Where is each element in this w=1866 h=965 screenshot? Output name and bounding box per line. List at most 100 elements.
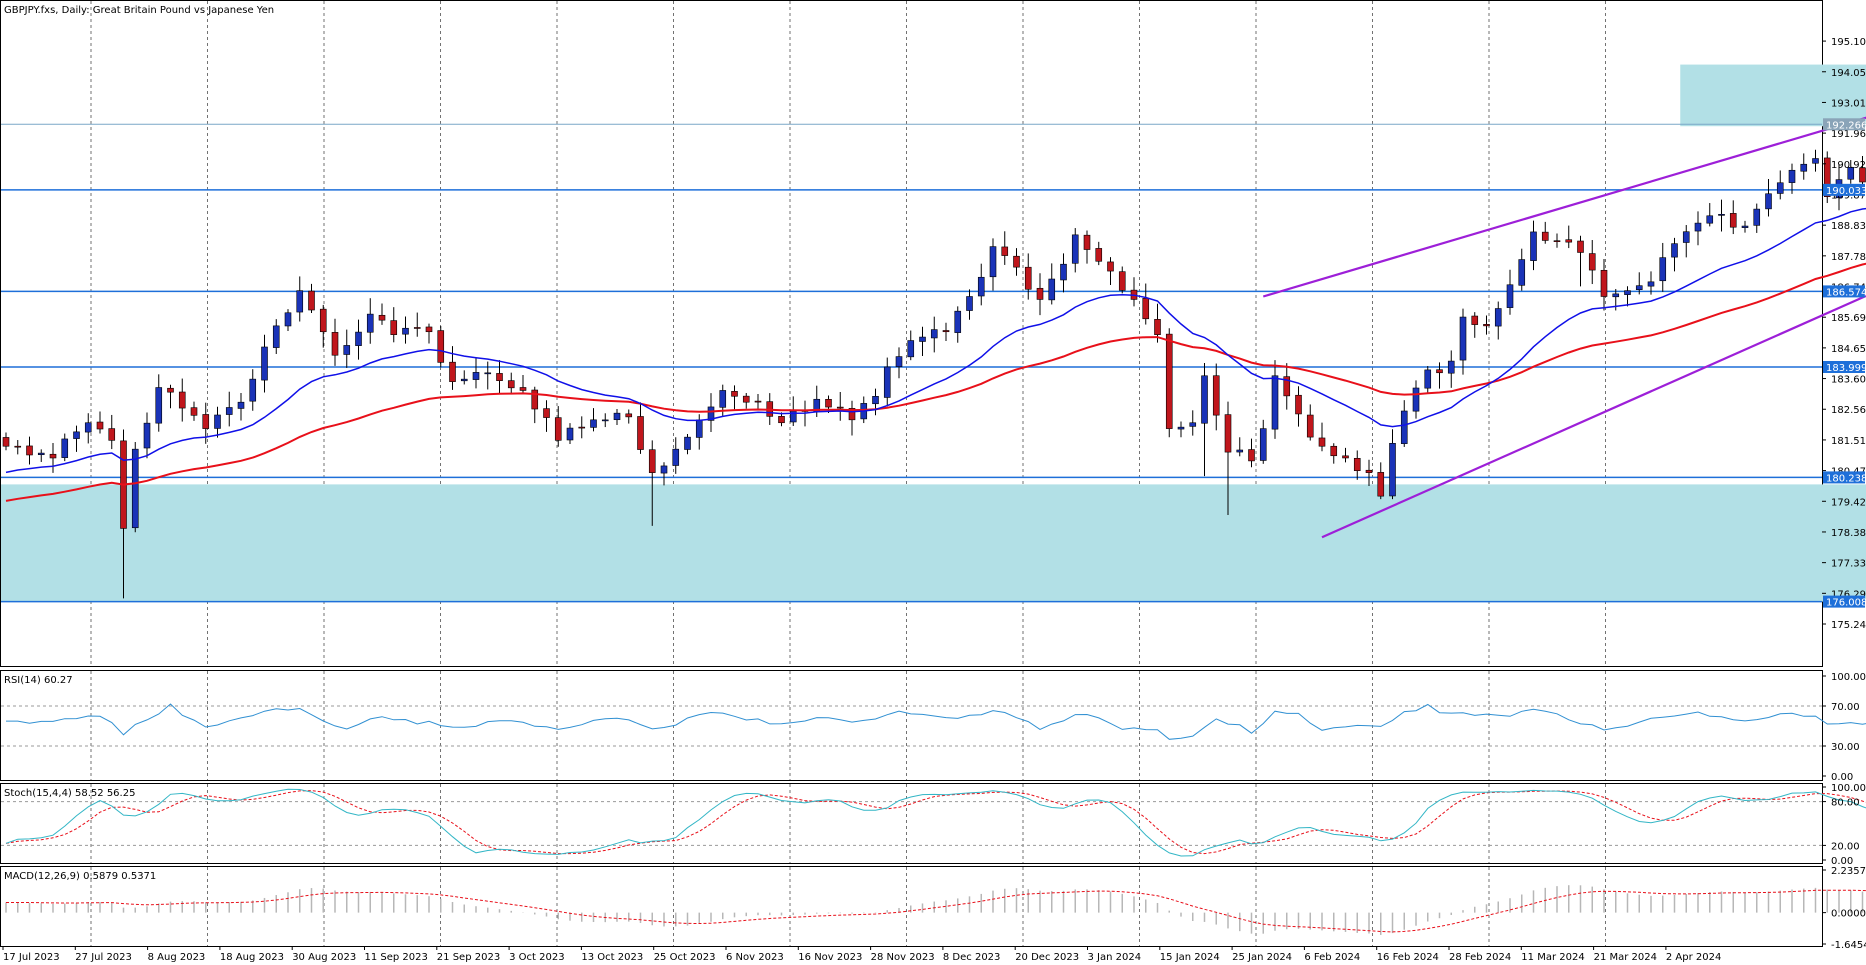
candle-body [1036, 287, 1044, 300]
candle [1506, 269, 1514, 315]
candle-body [1165, 333, 1173, 429]
candle [1295, 386, 1302, 427]
candle-body [1177, 426, 1185, 430]
candle-body [2, 437, 10, 447]
candle-body [1588, 253, 1596, 271]
candle-body [977, 276, 985, 297]
rsi-tick-label: 30.00 [1831, 742, 1860, 753]
date-label: 27 Jul 2023 [75, 952, 132, 963]
candle-body [1353, 457, 1361, 472]
candle-body [1236, 449, 1244, 453]
date-label: 30 Aug 2023 [292, 952, 356, 963]
candle [1306, 404, 1314, 441]
candle [1800, 153, 1808, 180]
macd-label: MACD(12,26,9) 0.5879 0.5371 [4, 871, 156, 882]
candle-body [907, 340, 915, 358]
candle [96, 411, 104, 434]
supply-demand-zone [1680, 64, 1866, 127]
level-tag [1823, 183, 1865, 196]
candle [1682, 225, 1690, 258]
candle [1318, 422, 1326, 452]
candle-body [1553, 240, 1561, 242]
candle-body [1154, 319, 1161, 335]
candle [1541, 221, 1549, 244]
candle [1024, 253, 1032, 300]
candle-body [601, 419, 609, 422]
candle [390, 307, 398, 343]
candle [1259, 419, 1267, 464]
candle-body [1659, 257, 1667, 282]
candle-body [1224, 414, 1232, 453]
candle-body [742, 395, 750, 403]
candle [989, 238, 997, 291]
candle [225, 391, 233, 427]
candle-body [1682, 231, 1690, 243]
candle [496, 360, 503, 394]
rsi-label: RSI(14) 60.27 [4, 675, 73, 686]
candle-body [637, 416, 644, 450]
candle-body [1471, 315, 1479, 325]
candle-body [507, 380, 515, 389]
price-tick-label: 184.650 [1831, 344, 1866, 355]
candle-body [625, 413, 633, 418]
candle [61, 433, 69, 462]
candle [261, 334, 268, 393]
candle-body [1459, 316, 1467, 361]
candle-body [402, 327, 409, 335]
level-tag [1823, 595, 1865, 608]
candle [578, 416, 586, 439]
channel-line [1262, 116, 1866, 298]
date-label: 11 Sep 2023 [365, 952, 428, 963]
candle [1624, 286, 1631, 307]
price-tick-label: 188.830 [1831, 221, 1866, 232]
price-tick-label: 189.875 [1831, 190, 1866, 201]
candle-body [1377, 472, 1385, 497]
candle [331, 318, 339, 366]
stoch-label: Stoch(15,4,4) 58.52 56.25 [4, 788, 135, 799]
candle [566, 423, 574, 445]
ema-slow-line [5, 262, 1866, 502]
candle-body [190, 407, 198, 416]
candle [531, 386, 539, 424]
candle-body [1823, 157, 1831, 197]
candle-body [1577, 240, 1584, 253]
candle-body [1671, 243, 1678, 258]
candle [1847, 160, 1855, 184]
candle [848, 400, 856, 436]
candle [1095, 241, 1103, 266]
candle-body [554, 417, 562, 441]
candle [1118, 266, 1126, 294]
candle [930, 316, 938, 353]
price-tick-label: 179.425 [1831, 497, 1866, 508]
candle-body [1706, 215, 1714, 224]
candle [731, 385, 738, 410]
candle [1812, 149, 1819, 172]
candle-body [1071, 234, 1079, 264]
candle-body [1424, 369, 1432, 389]
candle-body [825, 399, 832, 408]
candle [1706, 203, 1714, 227]
date-label: 3 Oct 2023 [509, 952, 564, 963]
candle [1400, 400, 1408, 447]
candle-body [1541, 231, 1549, 241]
candle [1236, 437, 1244, 457]
candle [1600, 258, 1608, 311]
price-tick-label: 191.965 [1831, 129, 1866, 140]
candle-body [131, 448, 139, 529]
candle [1718, 199, 1725, 232]
candle [660, 462, 668, 486]
candle-body [672, 448, 680, 466]
date-label: 2 Apr 2024 [1666, 952, 1721, 963]
stoch-tick-label: 0.00 [1831, 856, 1853, 867]
candle-body [1048, 278, 1056, 301]
candle [1353, 450, 1361, 480]
level-tag-text: 176.008 [1826, 598, 1866, 609]
candle-body [1189, 422, 1197, 427]
candle [155, 374, 163, 432]
candle [1565, 225, 1573, 249]
candle-body [754, 400, 762, 403]
candle-body [1024, 266, 1032, 290]
candle [190, 401, 198, 421]
candle [684, 434, 691, 455]
